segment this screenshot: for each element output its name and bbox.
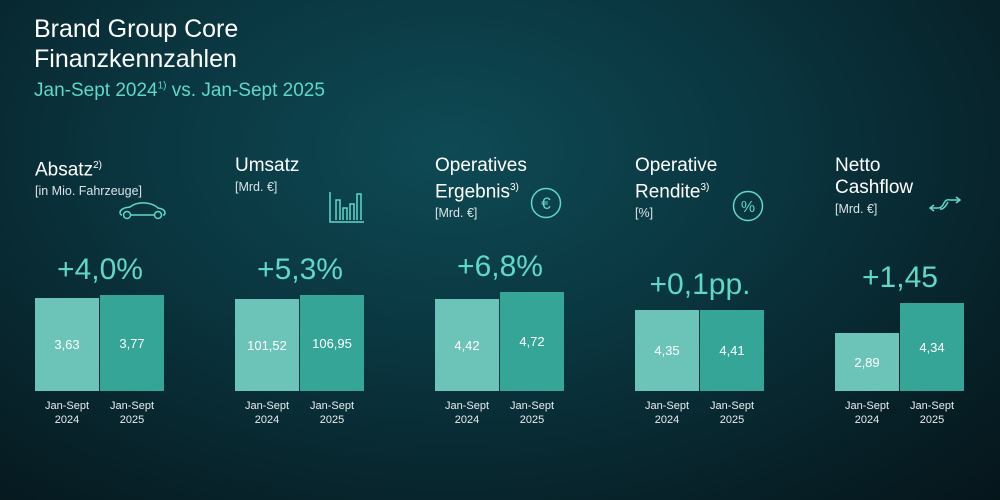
change-value: +1,45 [862,261,938,294]
x-tick-label: Jan-Sept 2024 [244,400,290,426]
bar-2024: 4,35 [635,310,699,391]
subtitle-title: Finanzkennzahlen [34,45,237,73]
kpi-0: Absatz2) [in Mio. Fahrzeuge] +4,0% 3,63 Jan-… [35,150,215,450]
euro-icon: € [530,187,562,224]
cashflow-icon [928,195,962,218]
kpi-unit: [Mrd. €] [835,202,878,216]
x-tick-label: Jan-Sept 2025 [309,400,355,426]
x-tick-label: Jan-Sept 2025 [109,400,155,426]
period-subtitle: Jan-Sept 20241) vs. Jan-Sept 2025 [34,80,325,101]
svg-text:%: % [741,199,755,216]
kpi-title: Operatives Ergebnis3) [Mrd. €] [435,155,555,221]
bar-2025: 106,95 [300,295,364,391]
kpi-unit: [Mrd. €] [435,206,478,221]
x-tick-label: Jan-Sept 2024 [644,400,690,426]
bar-2024: 4,42 [435,299,499,391]
x-tick-label: Jan-Sept 2024 [444,400,490,426]
footnote: 3) [510,182,519,193]
kpi-unit: [Mrd. €] [235,180,278,194]
bar-2024: 3,63 [35,298,99,391]
x-tick-label: Jan-Sept 2025 [709,400,755,426]
x-tick-label: Jan-Sept 2024 [844,400,890,426]
kpi-1: Umsatz [Mrd. €] +5,3% 101,52 Jan-Sept 2024 106… [235,150,415,450]
kpi-title: Netto Cashflow [Mrd. €] [835,155,955,217]
title: Brand Group Core [34,15,239,43]
x-tick-label: Jan-Sept 2024 [44,400,90,426]
change-value: +5,3% [257,253,343,286]
change-value: +6,8% [457,250,543,283]
bar-2025: 4,34 [900,303,964,391]
change-value: +4,0% [57,253,143,286]
kpi-unit: [%] [635,206,654,221]
bar-2025: 4,41 [700,310,764,391]
percent-icon: % [732,190,764,227]
footnote: 3) [700,182,710,193]
bar-2024: 101,52 [235,299,299,391]
bar-2025: 4,72 [500,292,564,391]
svg-text:€: € [541,194,551,213]
x-tick-label: Jan-Sept 2025 [909,400,955,426]
footnote: 2) [93,160,102,171]
car-icon [118,200,168,227]
kpi-4: Netto Cashflow [Mrd. €] +1,45 2,89 Jan-Sept 2… [835,150,1000,450]
bar-2025: 3,77 [100,295,164,391]
bar-2024: 2,89 [835,333,899,391]
kpi-title: Umsatz [Mrd. €] [235,155,405,195]
bar-chart-icon [328,190,366,229]
kpi-2: Operatives Ergebnis3) [Mrd. €] € +6,8% 4,42 J… [435,150,615,450]
kpi-title: Operative Rendite3) [%] [635,155,755,221]
change-value: +0,1pp. [649,268,751,301]
kpi-3: Operative Rendite3) [%]% +0,1pp. 4,35 Jan-Se… [635,150,815,450]
kpi-unit: [in Mio. Fahrzeuge] [35,184,142,199]
kpi-title: Absatz2) [in Mio. Fahrzeuge] [35,155,205,199]
x-tick-label: Jan-Sept 2025 [509,400,555,426]
